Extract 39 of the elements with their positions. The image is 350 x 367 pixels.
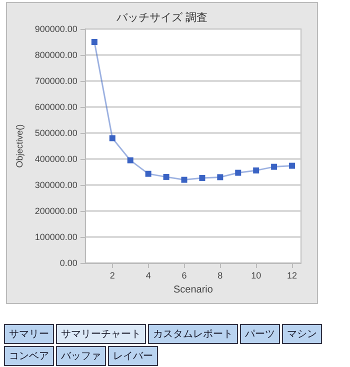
chart-title: バッチサイズ 調査 [115, 11, 208, 24]
y-tick-label: 300000.00 [34, 180, 78, 190]
text: パーツ [240, 324, 280, 344]
x-tick-label: 10 [251, 270, 262, 280]
point [271, 164, 278, 170]
x-tick-label: 2 [110, 270, 115, 280]
y-tick-label: 900000.00 [34, 24, 78, 34]
point [217, 174, 224, 180]
y-axis-title: Objective() [14, 124, 24, 168]
point [163, 174, 170, 180]
point [109, 135, 116, 142]
y-tick-label: 400000.00 [34, 154, 78, 164]
text: コンベア [4, 346, 54, 366]
y-tick-label: 0.00 [60, 258, 78, 268]
text: サマリー [4, 324, 54, 344]
point [253, 167, 260, 174]
point [235, 170, 242, 176]
y-tick-label: 200000.00 [34, 206, 78, 216]
y-tick-label: 600000.00 [34, 102, 78, 112]
point [91, 39, 98, 45]
text: マシン [282, 324, 322, 344]
point [127, 157, 134, 164]
x-tick-label: 6 [182, 270, 187, 280]
point [289, 162, 296, 169]
x-tick-label: 12 [287, 270, 298, 280]
text: カスタムレポート [148, 324, 238, 344]
text: サマリーチャート [56, 324, 146, 344]
point [145, 170, 152, 177]
y-tick-label: 800000.00 [34, 50, 78, 60]
x-tick-label: 8 [218, 270, 223, 280]
y-tick-label: 500000.00 [34, 128, 78, 138]
text: バッファ [56, 346, 106, 366]
x-axis-title: Scenario [173, 284, 214, 296]
text: レイバー [108, 346, 158, 366]
point [181, 176, 188, 183]
y-tick-label: 700000.00 [34, 76, 78, 86]
point [199, 174, 206, 181]
x-tick-label: 4 [146, 270, 151, 280]
y-tick-label: 100000.00 [34, 232, 78, 242]
